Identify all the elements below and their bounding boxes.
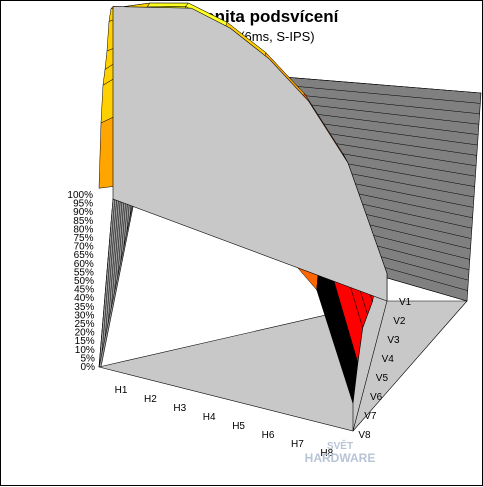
front-cut-face-h <box>112 6 388 302</box>
h-tick-label: H8 <box>320 448 333 459</box>
v-tick-label: V7 <box>364 411 377 422</box>
left-wall-gridline <box>98 198 114 368</box>
watermark-logo: SVĚT HARDWARE <box>305 439 376 465</box>
h-tick-label: H7 <box>291 439 304 450</box>
h-tick-label: H4 <box>203 412 216 423</box>
v-tick-label: V2 <box>393 316 406 327</box>
svg-text:SVĚT: SVĚT <box>327 439 353 452</box>
v-tick-label: V8 <box>358 430 371 441</box>
v-tick-label: V4 <box>382 354 395 365</box>
v-axis-ticks: V1 V2 V3 V4 V5 V6 V7 V8 <box>358 297 411 441</box>
z-tick-label: 40% <box>74 293 94 304</box>
z-tick-label: 15% <box>75 336 95 347</box>
z-tick-label: 65% <box>74 250 94 261</box>
z-tick-label: 100% <box>67 190 93 201</box>
z-tick-label: 0% <box>81 362 96 373</box>
left-wall-gridline <box>101 192 116 353</box>
front-face <box>112 6 388 432</box>
h-tick-label: H6 <box>262 430 275 441</box>
z-tick-label: 30% <box>74 310 94 321</box>
h-tick-label: H1 <box>115 385 128 396</box>
left-wall-gridline <box>108 179 121 323</box>
z-tick-label: 50% <box>74 276 94 287</box>
z-tick-label: 20% <box>75 328 95 339</box>
z-tick-label: 85% <box>73 216 93 227</box>
left-wall-gridline <box>104 185 119 338</box>
z-tick-label: 75% <box>73 233 93 244</box>
h-tick-label: H5 <box>232 421 245 432</box>
z-tick-label: 60% <box>74 259 94 270</box>
z-tick-label: 55% <box>74 267 94 278</box>
z-tick-label: 35% <box>74 302 94 313</box>
h-tick-label: H2 <box>144 394 157 405</box>
v-tick-label: V3 <box>387 335 400 346</box>
z-axis-ticks: 0%5%10%15%20%25%30%35%40%45%50%55%60%65%… <box>67 190 95 373</box>
z-tick-label: 10% <box>75 345 95 356</box>
z-tick-label: 95% <box>73 199 93 210</box>
z-tick-label: 25% <box>74 319 94 330</box>
v-tick-label: V5 <box>376 373 389 384</box>
h-axis-ticks: H1 H2 H3 H4 H5 H6 H7 H8 <box>115 385 334 459</box>
v-tick-label: V1 <box>399 297 412 308</box>
z-tick-label: 80% <box>73 224 93 235</box>
floor <box>98 300 468 432</box>
z-tick-label: 70% <box>74 242 94 253</box>
svg-text:HARDWARE: HARDWARE <box>305 451 376 465</box>
v-tick-label: V6 <box>370 392 383 403</box>
z-tick-label: 45% <box>74 285 94 296</box>
z-tick-label: 90% <box>73 207 93 218</box>
h-tick-label: H3 <box>173 403 186 414</box>
z-tick-label: 5% <box>80 353 95 364</box>
